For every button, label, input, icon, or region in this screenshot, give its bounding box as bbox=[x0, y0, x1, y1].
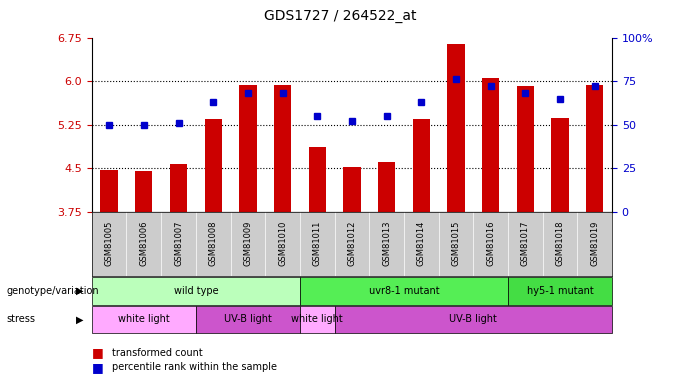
Bar bbox=[586, 85, 603, 212]
Text: GSM81013: GSM81013 bbox=[382, 221, 391, 267]
Text: GSM81007: GSM81007 bbox=[174, 221, 183, 267]
Bar bbox=[378, 162, 395, 212]
Text: hy5-1 mutant: hy5-1 mutant bbox=[526, 286, 594, 296]
Text: GSM81016: GSM81016 bbox=[486, 221, 495, 267]
Text: percentile rank within the sample: percentile rank within the sample bbox=[112, 363, 277, 372]
Text: GSM81017: GSM81017 bbox=[521, 221, 530, 267]
Text: GDS1727 / 264522_at: GDS1727 / 264522_at bbox=[264, 9, 416, 23]
Text: GSM81018: GSM81018 bbox=[556, 221, 564, 267]
Bar bbox=[300, 277, 508, 304]
Bar bbox=[482, 78, 499, 212]
Text: stress: stress bbox=[7, 314, 36, 324]
Bar bbox=[239, 85, 256, 212]
Text: GSM81010: GSM81010 bbox=[278, 221, 287, 266]
Text: GSM81014: GSM81014 bbox=[417, 221, 426, 266]
Text: transformed count: transformed count bbox=[112, 348, 203, 357]
Bar bbox=[92, 277, 300, 304]
Bar bbox=[517, 86, 534, 212]
Text: GSM81006: GSM81006 bbox=[139, 221, 148, 267]
Text: ▶: ▶ bbox=[75, 286, 84, 296]
Bar bbox=[205, 119, 222, 212]
Text: GSM81008: GSM81008 bbox=[209, 221, 218, 267]
Bar bbox=[413, 119, 430, 212]
Text: UV-B light: UV-B light bbox=[224, 314, 272, 324]
Text: UV-B light: UV-B light bbox=[449, 314, 497, 324]
Text: ■: ■ bbox=[92, 346, 103, 359]
Bar bbox=[447, 45, 464, 212]
Text: GSM81009: GSM81009 bbox=[243, 221, 252, 266]
Bar bbox=[274, 85, 291, 212]
Text: GSM81011: GSM81011 bbox=[313, 221, 322, 266]
Text: ▶: ▶ bbox=[75, 314, 84, 324]
Text: genotype/variation: genotype/variation bbox=[7, 286, 99, 296]
Text: white light: white light bbox=[291, 314, 343, 324]
Bar bbox=[343, 167, 360, 212]
Bar bbox=[101, 170, 118, 212]
Text: ■: ■ bbox=[92, 361, 103, 374]
Text: white light: white light bbox=[118, 314, 170, 324]
Text: uvr8-1 mutant: uvr8-1 mutant bbox=[369, 286, 439, 296]
Text: GSM81015: GSM81015 bbox=[452, 221, 460, 266]
Bar bbox=[508, 277, 612, 304]
Text: GSM81012: GSM81012 bbox=[347, 221, 356, 266]
Bar bbox=[92, 306, 196, 333]
Text: GSM81019: GSM81019 bbox=[590, 221, 599, 266]
Bar bbox=[135, 171, 152, 212]
Bar bbox=[309, 147, 326, 212]
Bar bbox=[196, 306, 300, 333]
Bar bbox=[170, 164, 187, 212]
Text: wild type: wild type bbox=[173, 286, 218, 296]
Bar bbox=[300, 306, 335, 333]
Text: GSM81005: GSM81005 bbox=[105, 221, 114, 266]
Bar bbox=[551, 118, 568, 212]
Bar bbox=[335, 306, 612, 333]
